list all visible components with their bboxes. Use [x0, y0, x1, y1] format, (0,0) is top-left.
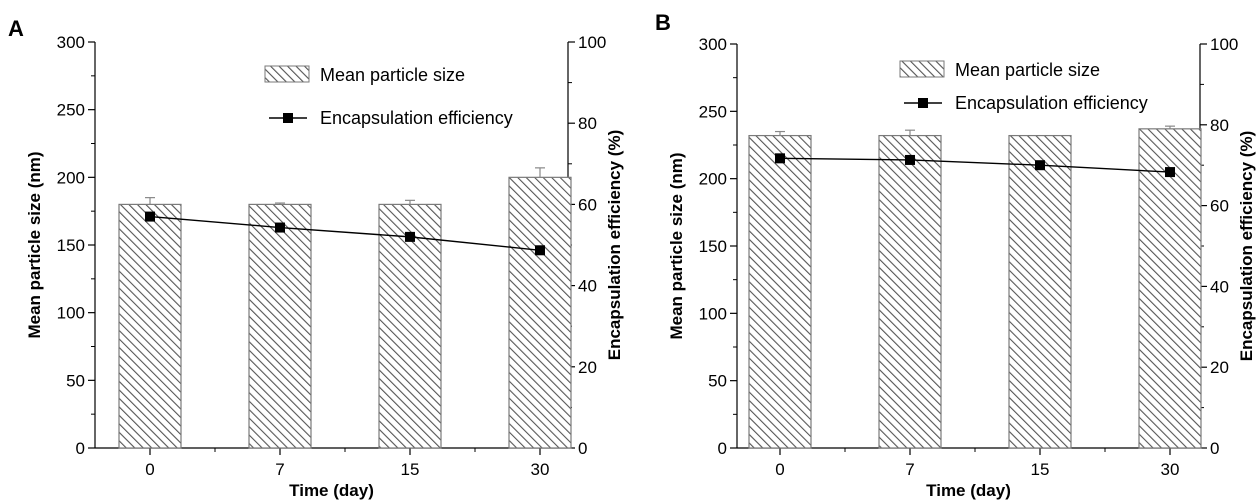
x-tick-label: 0 — [775, 460, 784, 479]
y-axis-title-right: Encapsulation efficiency (%) — [605, 130, 624, 361]
legend-swatch-bar — [264, 65, 310, 83]
bar — [1008, 134, 1072, 449]
y-tick-label-right: 20 — [578, 358, 597, 377]
data-point — [1035, 160, 1045, 171]
x-tick-label: 30 — [531, 460, 550, 479]
legend-swatch-marker — [283, 113, 293, 123]
data-point — [905, 154, 915, 165]
legend-swatch-bar — [899, 60, 945, 78]
data-point — [1165, 167, 1175, 178]
y-tick-label-left: 300 — [57, 33, 85, 52]
y-tick-label-left: 50 — [708, 372, 727, 391]
bar — [1138, 128, 1202, 449]
y-tick-label-left: 250 — [699, 102, 727, 121]
data-point — [275, 222, 285, 233]
x-tick-label: 15 — [401, 460, 420, 479]
y-tick-label-left: 150 — [699, 237, 727, 256]
x-tick-label: 7 — [275, 460, 284, 479]
data-point — [535, 245, 545, 256]
y-tick-label-left: 300 — [699, 35, 727, 54]
data-point — [775, 153, 785, 164]
series-line-encapsulation-efficiency — [779, 157, 1171, 173]
legend: Mean particle size Encapsulation efficien… — [899, 60, 1148, 113]
bar — [118, 203, 182, 449]
x-axis-title: Time (day) — [926, 481, 1011, 500]
y-axis-title-left: Mean particle size (nm) — [25, 151, 44, 338]
panel-letter: B — [655, 10, 671, 35]
y-tick-label-right: 60 — [578, 195, 597, 214]
y-tick-label-right: 40 — [578, 277, 597, 296]
y-axis-title-left: Mean particle size (nm) — [667, 152, 686, 339]
x-tick-label: 15 — [1031, 460, 1050, 479]
y-tick-label-left: 250 — [57, 101, 85, 120]
legend-swatch-marker — [918, 98, 928, 108]
legend-label: Encapsulation efficiency — [320, 108, 513, 128]
bar — [748, 134, 812, 449]
y-tick-label-left: 0 — [76, 439, 85, 458]
x-tick-label: 30 — [1161, 460, 1180, 479]
y-tick-label-left: 100 — [699, 304, 727, 323]
bar — [878, 134, 942, 449]
chart-panel-a: A 0 50 100 150 200 250 300 0 20 40 60 80 100 0 7 15 30 Mea… — [8, 16, 624, 500]
data-point — [405, 231, 415, 242]
panel-letter: A — [8, 16, 24, 41]
x-axis-title: Time (day) — [289, 481, 374, 500]
y-tick-label-right: 40 — [1210, 277, 1229, 296]
y-tick-label-right: 100 — [1210, 35, 1238, 54]
bar — [248, 203, 312, 449]
legend-label: Mean particle size — [955, 60, 1100, 80]
legend-label: Encapsulation efficiency — [955, 93, 1148, 113]
y-tick-label-left: 200 — [57, 168, 85, 187]
legend: Mean particle size Encapsulation efficien… — [264, 65, 513, 128]
y-axis-title-right: Encapsulation efficiency (%) — [1237, 131, 1256, 362]
bar — [378, 203, 442, 449]
y-tick-label-left: 150 — [57, 236, 85, 255]
x-tick-label: 0 — [145, 460, 154, 479]
y-tick-label-right: 20 — [1210, 358, 1229, 377]
y-tick-label-left: 0 — [718, 439, 727, 458]
y-tick-label-left: 50 — [66, 371, 85, 390]
legend-label: Mean particle size — [320, 65, 465, 85]
y-tick-label-right: 0 — [1210, 439, 1219, 458]
y-tick-label-right: 100 — [578, 33, 606, 52]
y-tick-label-left: 200 — [699, 170, 727, 189]
series-line-encapsulation-efficiency — [149, 215, 541, 251]
chart-panel-b: B 0 50 100 150 200 250 300 0 20 40 60 80 100 0 7 15 30 Mea… — [655, 10, 1256, 500]
y-tick-label-right: 80 — [578, 114, 597, 133]
x-tick-label: 7 — [905, 460, 914, 479]
bar — [508, 176, 572, 449]
y-tick-label-left: 100 — [57, 304, 85, 323]
y-tick-label-right: 80 — [1210, 116, 1229, 135]
data-point — [145, 211, 155, 222]
y-tick-label-right: 0 — [578, 439, 587, 458]
y-tick-label-right: 60 — [1210, 197, 1229, 216]
